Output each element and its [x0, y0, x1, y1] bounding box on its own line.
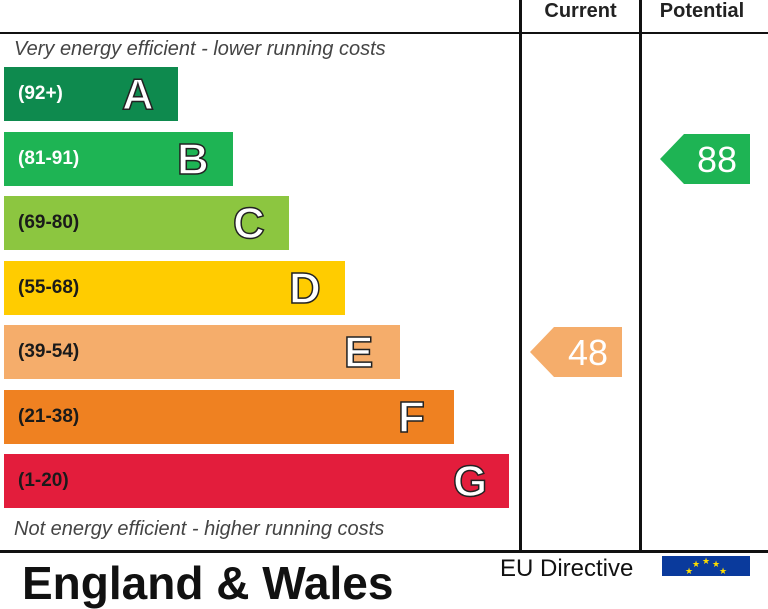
band-b-letter: B [176, 134, 209, 185]
eu-flag-icon: ★ ★ ★ ★ ★ [662, 556, 750, 576]
note-not-efficient: Not energy efficient - higher running co… [14, 518, 385, 540]
band-d: (55-68) D [4, 261, 345, 315]
band-b-range: (81-91) [18, 148, 80, 169]
band-e-letter: E [343, 327, 374, 378]
footer-title: England & Wales [22, 557, 394, 609]
potential-rating-arrow: 88 [660, 134, 750, 184]
band-a-letter: A [121, 69, 154, 120]
current-rating-arrow: 48 [530, 327, 622, 377]
band-f: (21-38) F [4, 390, 454, 444]
current-rating-shape [530, 327, 622, 377]
band-a: (92+) A [4, 67, 178, 121]
divider-current-right [639, 0, 642, 552]
band-d-letter: D [288, 263, 321, 314]
divider-current-left [519, 0, 522, 552]
band-e-range: (39-54) [18, 341, 80, 362]
band-g-range: (1-20) [18, 470, 69, 491]
band-c: (69-80) C [4, 196, 289, 250]
band-b: (81-91) B [4, 132, 233, 186]
band-d-range: (55-68) [18, 277, 80, 298]
column-header-potential: Potential [659, 0, 745, 22]
current-rating-value: 48 [567, 332, 609, 373]
potential-rating-shape [660, 134, 750, 184]
column-header-current: Current [544, 0, 617, 22]
footer-topline [0, 550, 768, 553]
band-e: (39-54) E [4, 325, 400, 379]
band-g: (1-20) G [4, 454, 509, 508]
header-underline [0, 32, 768, 34]
band-f-range: (21-38) [18, 406, 80, 427]
eu-directive-label: EU Directive [500, 555, 634, 582]
band-c-letter: C [232, 198, 265, 249]
potential-rating-value: 88 [696, 139, 738, 180]
band-g-letter: G [452, 456, 488, 507]
note-very-efficient: Very energy efficient - lower running co… [14, 38, 386, 60]
band-f-letter: F [397, 392, 425, 443]
band-a-range: (92+) [18, 83, 63, 104]
band-c-range: (69-80) [18, 212, 80, 233]
